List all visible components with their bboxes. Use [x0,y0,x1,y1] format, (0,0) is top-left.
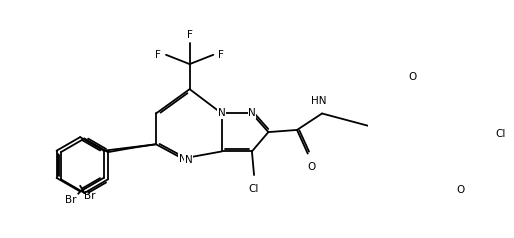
Text: F: F [155,50,161,60]
Text: O: O [456,185,465,195]
Text: N: N [185,155,192,165]
Text: Cl: Cl [249,184,259,194]
Text: Br: Br [84,191,96,201]
Text: F: F [187,30,193,40]
Text: N: N [179,154,187,164]
Text: N: N [248,109,256,119]
Text: O: O [409,72,417,82]
Text: F: F [218,50,224,60]
Text: HN: HN [311,96,326,106]
Text: O: O [307,162,316,172]
Text: N: N [218,109,226,119]
Text: Br: Br [65,195,77,205]
Text: Cl: Cl [495,129,506,139]
